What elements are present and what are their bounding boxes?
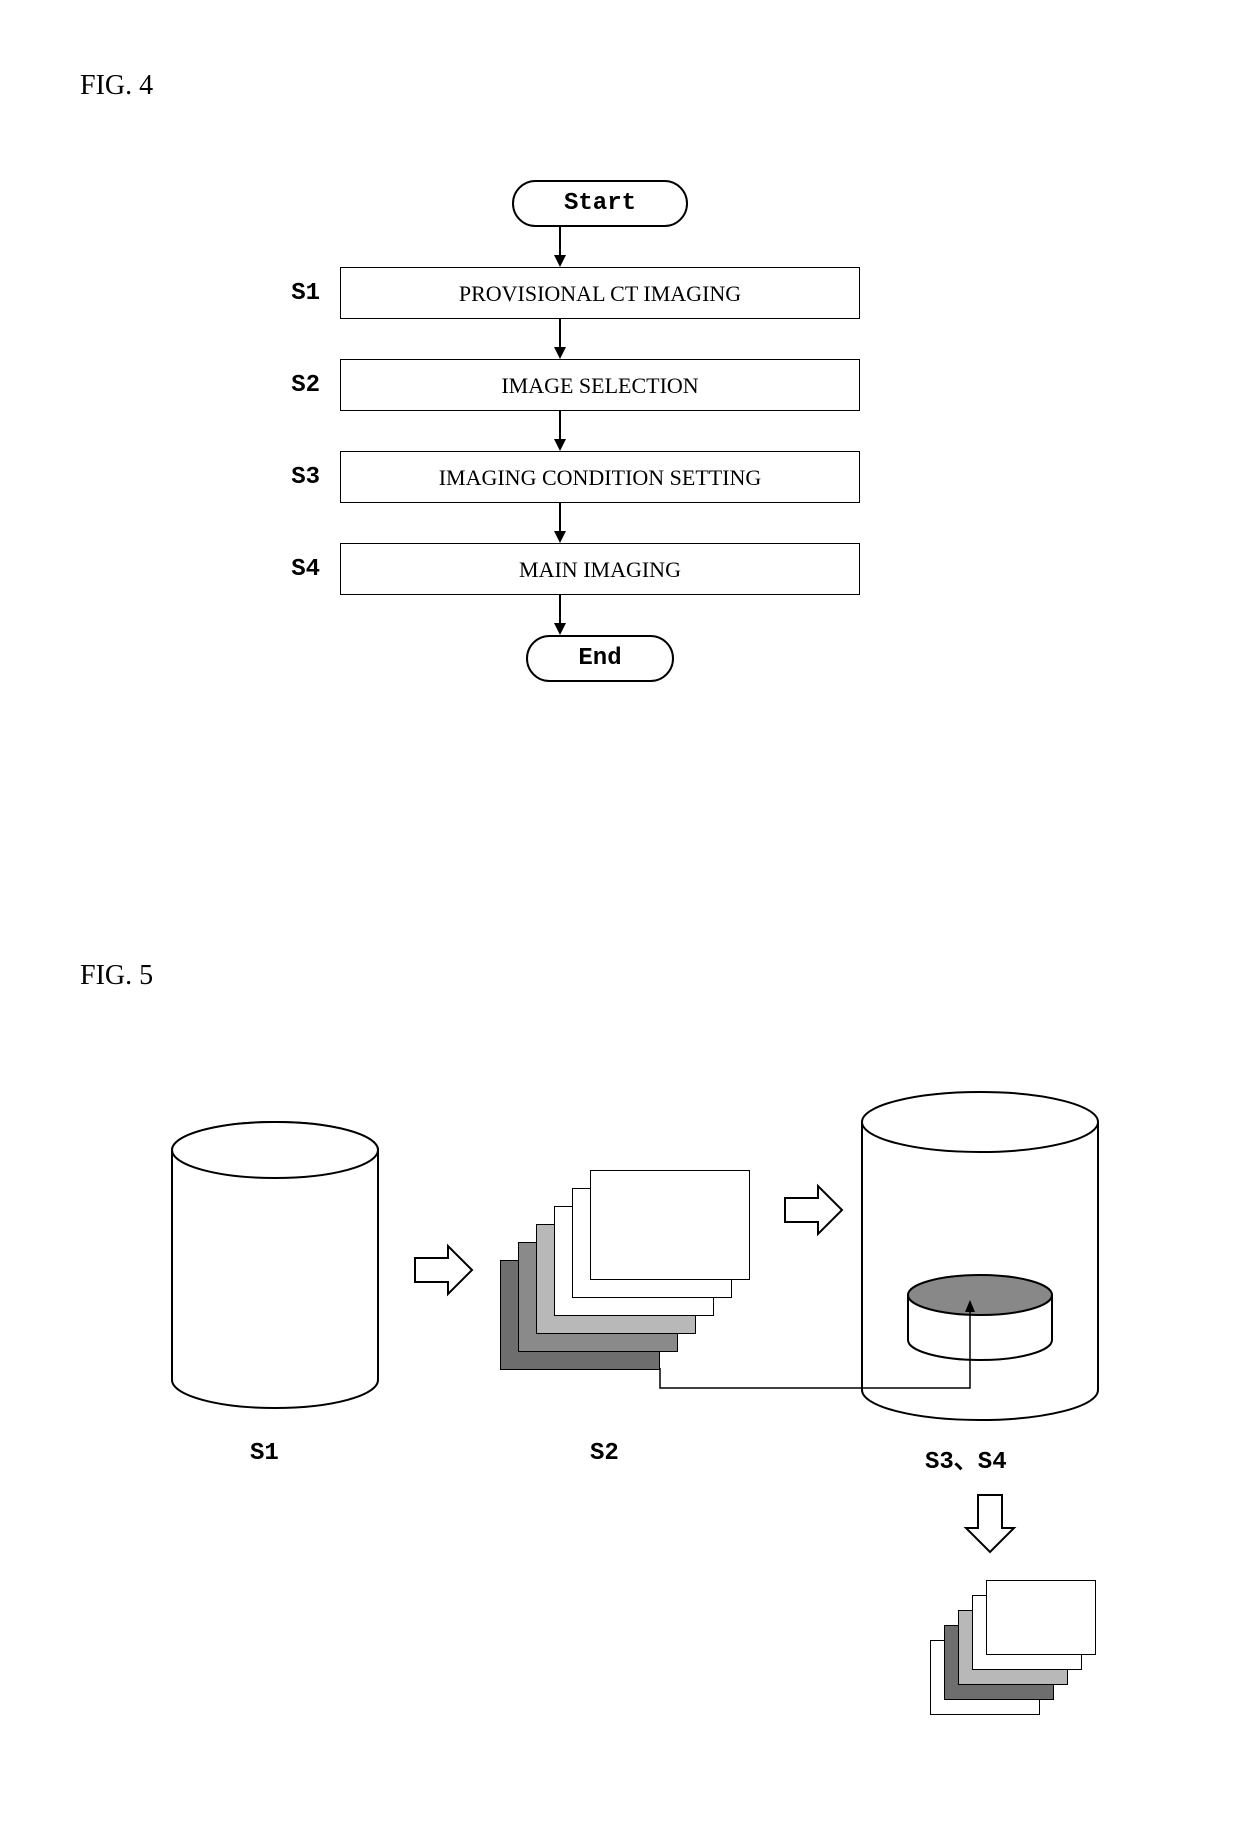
figure-5-label: FIG. 5	[80, 960, 153, 992]
terminator-start: Start	[512, 180, 688, 227]
step-label-s4: S4	[260, 556, 320, 583]
flowchart-fig4: Start S1 PROVISIONAL CT IMAGING S2 IMAGE…	[260, 180, 860, 682]
stack-card	[986, 1580, 1096, 1655]
connector-line	[100, 1080, 1140, 1480]
figure-4-label: FIG. 4	[80, 70, 153, 102]
step-label-s2: S2	[260, 372, 320, 399]
arrow-down-icon	[550, 595, 570, 635]
arrow-down-icon	[550, 227, 570, 267]
step-box-s3: IMAGING CONDITION SETTING	[340, 451, 860, 503]
arrow-down-icon	[550, 319, 570, 359]
step-box-s4: MAIN IMAGING	[340, 543, 860, 595]
step-label-s3: S3	[260, 464, 320, 491]
arrow-down-icon	[550, 503, 570, 543]
diagram-fig5: S1 S2 S3、S4	[100, 1080, 1140, 1760]
step-box-s2: IMAGE SELECTION	[340, 359, 860, 411]
arrow-down-icon	[550, 411, 570, 451]
step-box-s1: PROVISIONAL CT IMAGING	[340, 267, 860, 319]
step-label-s1: S1	[260, 280, 320, 307]
image-stack-output	[930, 1580, 1110, 1730]
terminator-end: End	[526, 635, 673, 682]
block-arrow-down-icon	[960, 1490, 1020, 1560]
